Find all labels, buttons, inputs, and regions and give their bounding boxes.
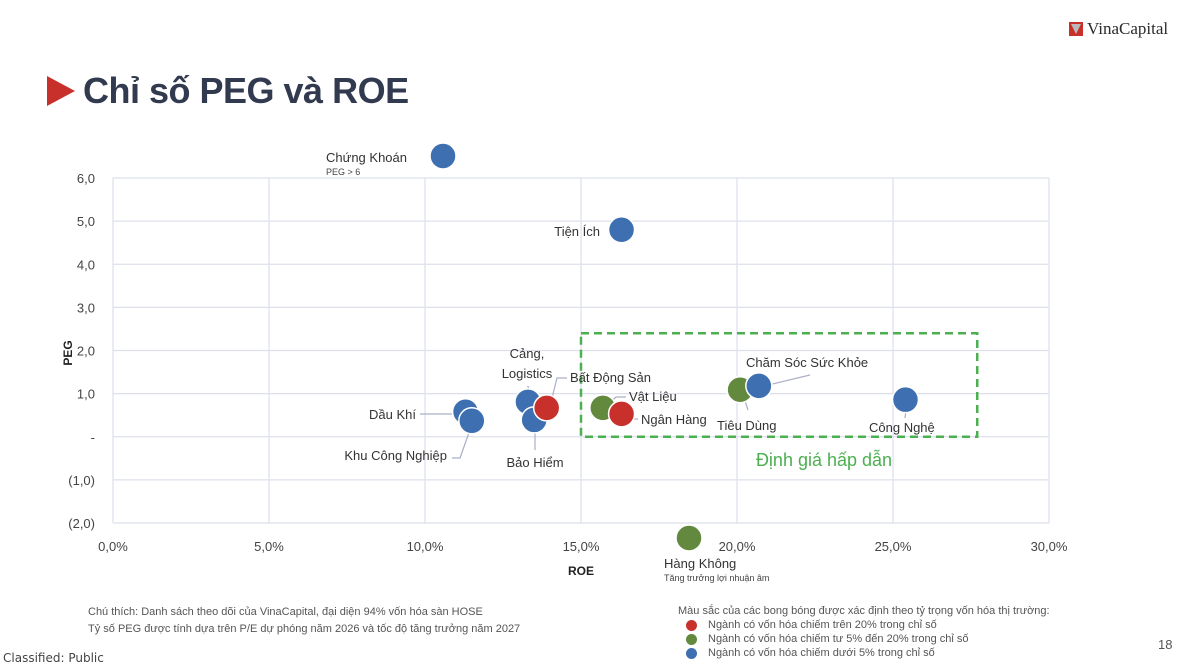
x-tick-label: 20,0% [719,539,756,554]
y-tick-label: 2,0 [77,344,95,359]
slide-header: Chỉ số PEG và ROE [47,70,409,112]
x-tick-label: 30,0% [1031,539,1068,554]
highlight-zone-box [579,332,979,438]
bubble-point [458,407,486,435]
bubble-note: PEG > 6 [326,167,360,177]
bubble-label: Công Nghệ [869,420,935,435]
bubble-label: Vật Liệu [629,389,677,404]
bubble-label: Tiêu Dùng [717,418,777,433]
bubble-point [675,524,703,552]
bubble-point [607,216,636,244]
bubble-label: Chứng Khoán [326,150,407,165]
footnote: Chú thích: Danh sách theo dõi của VinaCa… [88,604,520,638]
page-number: 18 [1158,637,1173,652]
bubble-note: Tăng trưởng lợi nhuận âm [664,573,769,583]
axis-ticks: 0,0% 5,0% 10,0% 15,0% 20,0% 25,0% 30,0% 6,0 5,0 4… [68,171,1068,554]
y-tick-label: (2,0) [68,516,95,531]
y-tick-label: 1,0 [77,387,95,402]
y-tick-label: (1,0) [68,473,95,488]
x-tick-label: 5,0% [254,539,284,554]
bubble-label: Tiện Ích [554,224,600,239]
footnote-line-1: Chú thích: Danh sách theo dõi của VinaCa… [88,606,483,618]
bubble-point [532,394,561,422]
footnote-line-2: Tỷ số PEG được tính dựa trên P/E dự phón… [88,623,521,635]
x-tick-label: 25,0% [875,539,912,554]
highlight-zone-label: Định giá hấp dẫn [756,449,892,470]
legend-item-blue: Ngành có vốn hóa chiếm dưới 5% trong chỉ… [686,646,1050,660]
blue-dot-icon [686,647,697,659]
bubble-label: Cảng, [510,346,545,361]
bubble-label: Ngân Hàng [641,412,707,427]
x-tick-label: 10,0% [407,539,444,554]
title-arrow-icon [47,76,75,106]
bubble-label: Khu Công Nghiệp [344,448,447,463]
brand-name: VinaCapital [1087,19,1169,38]
chart-legend: Màu sắc của các bong bóng được xác định … [678,604,1050,660]
y-tick-label: 5,0 [77,214,95,229]
brand-logo: VinaCapital [1069,19,1168,39]
bubble-point [891,385,920,414]
x-tick-label: 15,0% [563,539,600,554]
x-axis-label: ROE [568,564,594,578]
bubble-point [607,400,636,428]
bubble-label: Bảo Hiểm [506,455,563,470]
y-axis-label: PEG [61,340,75,365]
page-title: Chỉ số PEG và ROE [83,70,409,111]
bubble-label-line-2: Logistics [502,366,553,381]
vinacapital-logo-icon [1069,22,1083,36]
legend-label: Ngành có vốn hóa chiếm dưới 5% trong chỉ… [708,647,935,659]
legend-item-red: Ngành có vốn hóa chiếm trên 20% trong ch… [686,618,1050,632]
bubble-label: Chăm Sóc Sức Khỏe [746,355,868,370]
legend-label: Ngành có vốn hóa chiếm trên 20% trong ch… [708,619,937,631]
y-tick-label: 4,0 [77,257,95,272]
y-tick-label: 3,0 [77,300,95,315]
bubble-labels: Chứng Khoán PEG > 6 Tiện Ích Dầu Khí Khu Côn… [326,150,935,583]
attractive-valuation-zone: Định giá hấp dẫn [579,332,979,470]
bubble-point [745,372,773,400]
y-tick-label: 6,0 [77,171,95,186]
bubble-label: Bất Động Sản [570,370,651,385]
leader-line [452,423,473,459]
bubble-label: Hàng Không [664,556,736,571]
classification-label: Classified: Public [3,651,104,665]
red-dot-icon [686,619,697,631]
x-tick-label: 0,0% [98,539,128,554]
legend-item-green: Ngành có vốn hóa chiếm tư 5% đến 20% tro… [686,632,1050,646]
green-dot-icon [686,633,697,645]
bubble-point [429,142,457,170]
bubble-label: Dầu Khí [369,407,416,422]
y-tick-label: - [91,430,95,445]
bubbles [429,142,920,552]
legend-label: Ngành có vốn hóa chiếm tư 5% đến 20% tro… [708,633,969,645]
legend-title: Màu sắc của các bong bóng được xác định … [678,605,1050,617]
